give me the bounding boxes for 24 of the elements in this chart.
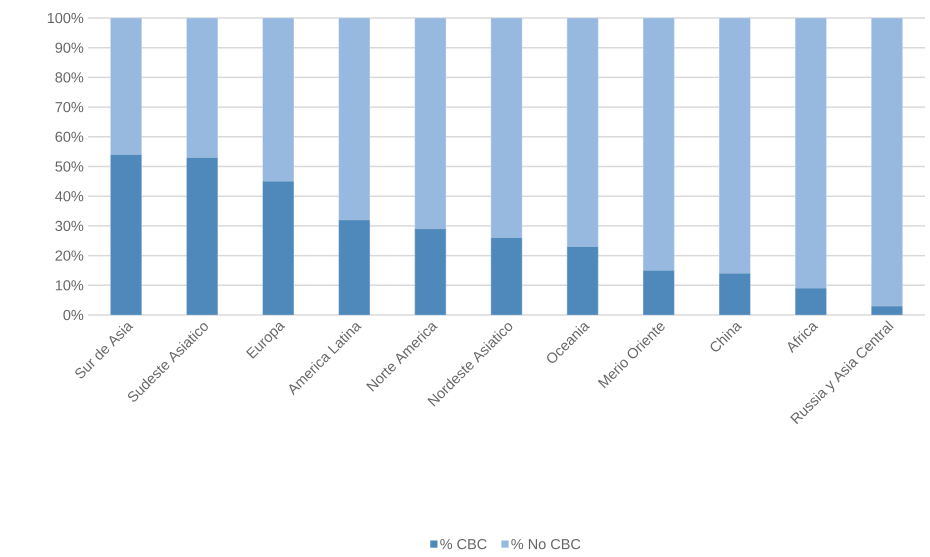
bar [262,181,294,315]
bar [795,288,827,315]
bar [490,238,522,315]
y-tick-label: 80% [55,72,84,83]
bar [338,220,370,315]
y-tick-label: 50% [55,161,84,172]
y-tick-label: 70% [56,102,84,112]
bar [642,270,674,315]
x-tick-label: Sur de Asia [75,323,134,378]
bar [414,228,446,315]
y-tick-label: 100% [48,12,84,24]
y-tick-label: 20% [56,250,84,261]
bar [110,154,142,315]
y-tick-label: 30% [55,220,84,232]
y-tick-label: 0% [63,310,84,320]
legend-label: % CBC [440,538,487,550]
y-tick-label: 40% [55,191,84,202]
bar [719,273,751,315]
y-tick-label: 90% [55,42,84,53]
bar [186,157,218,315]
bar [566,246,598,315]
y-tick-label: 10% [56,280,84,290]
legend-label: % No CBC [511,538,580,550]
y-tick-label: 60% [56,132,84,142]
